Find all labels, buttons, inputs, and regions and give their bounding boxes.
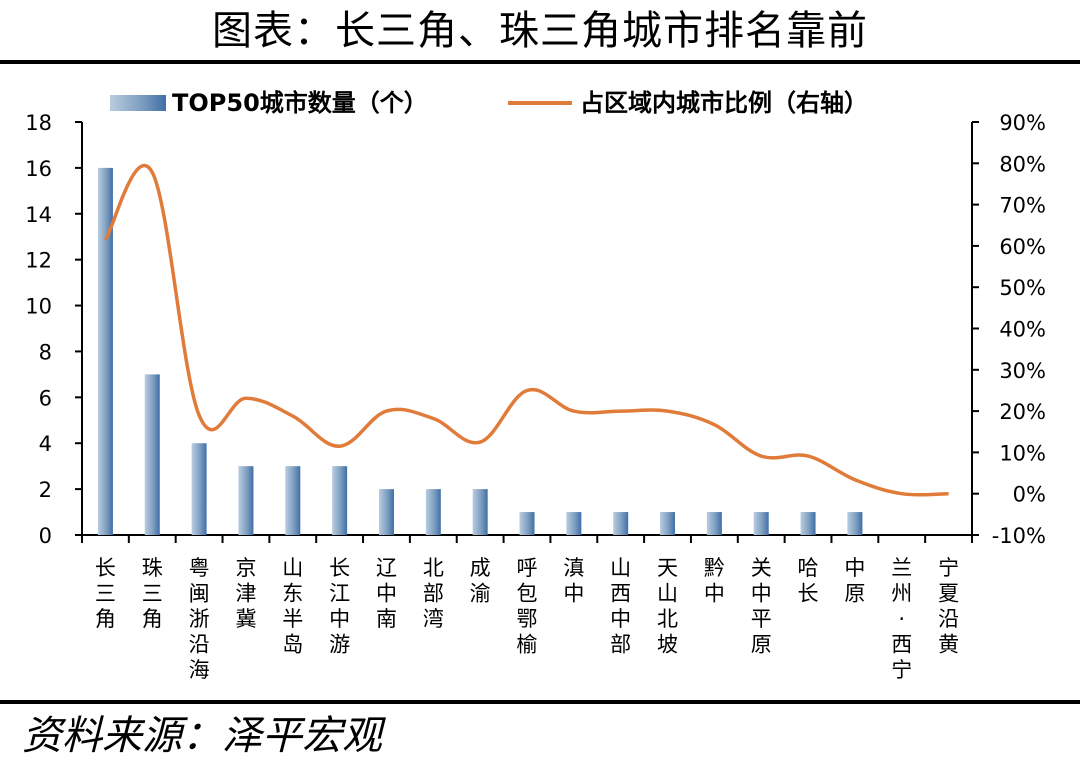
bar-5 (332, 466, 348, 535)
x-tick-label: 粤闽浙沿海 (189, 556, 210, 682)
bar-9 (519, 512, 535, 535)
y-left-tick-label: 0 (39, 524, 52, 548)
legend-bar-label: TOP50城市数量（个） (172, 89, 428, 117)
x-tick-label: 黔中 (704, 556, 725, 606)
bar-8 (472, 489, 488, 535)
y-right-tick-label: 10% (999, 441, 1046, 465)
x-axis-labels: 长三角 珠三角 粤闽浙沿海 京津冀 山东半岛 长江中游 辽中南 北部湾 成渝 呼包鄂榆 滇中 山西中部… (95, 556, 959, 682)
x-tick-label: 滇中 (563, 556, 584, 606)
chart-title: 图表：长三角、珠三角城市排名靠前 (212, 8, 868, 54)
y-left-tick-label: 18 (25, 111, 52, 135)
ratio-line (103, 163, 949, 497)
x-tick-label: 哈长 (798, 556, 819, 606)
source-note: 资料来源：泽平宏观 (22, 713, 382, 759)
y-right-tick-label: 0% (1013, 483, 1046, 507)
bar-0 (97, 167, 113, 535)
y-left-tick-label: 6 (39, 386, 52, 410)
bar-4 (285, 466, 301, 535)
y-right-tick-label: 40% (999, 318, 1046, 342)
bar-16 (847, 512, 863, 535)
bar-10 (566, 512, 582, 535)
y-right-tick-label: 30% (999, 359, 1046, 383)
legend: TOP50城市数量（个） 占区域内城市比例（右轴） (110, 89, 868, 117)
x-tick-label: 关中平原 (751, 556, 772, 657)
y-right-tick-label: 50% (999, 276, 1046, 300)
bar-1 (144, 374, 160, 535)
x-tick-label: 中原 (844, 556, 865, 606)
x-tick-label: 京津冀 (235, 556, 256, 631)
x-tick-label: 山西中部 (610, 556, 631, 657)
combo-chart: TOP50城市数量（个） 占区域内城市比例（右轴） 0 2 4 6 8 10 12 14 16 18… (25, 89, 1046, 682)
bar-12 (660, 512, 676, 535)
y-right-tick-label: -10% (992, 524, 1046, 548)
y-right-tick-label: 20% (999, 400, 1046, 424)
bar-11 (613, 512, 629, 535)
y-left-tick-label: 2 (39, 478, 52, 502)
bar-series (97, 167, 863, 535)
x-tick-label: 呼包鄂榆 (517, 556, 538, 657)
x-tick-label: 长江中游 (329, 556, 350, 657)
y-right-tick-label: 80% (999, 152, 1046, 176)
bar-6 (378, 489, 394, 535)
x-tick-label: 兰州·西宁 (891, 556, 912, 682)
bar-2 (191, 443, 207, 535)
x-tick-label: 珠三角 (142, 556, 163, 631)
legend-bar-swatch (110, 95, 166, 111)
x-tick-label: 宁夏沿黄 (938, 556, 959, 657)
y-right-tick-label: 60% (999, 235, 1046, 259)
x-tick-label: 成渝 (470, 556, 491, 606)
bottom-divider (0, 700, 1080, 704)
y-left-tick-label: 12 (25, 249, 52, 273)
bar-3 (238, 466, 254, 535)
y-left-tick-label: 14 (25, 203, 52, 227)
x-tick-label: 天山北坡 (657, 556, 678, 657)
y-right-tick-label: 90% (999, 111, 1046, 135)
x-tick-label: 山东半岛 (282, 556, 303, 657)
bar-15 (800, 512, 816, 535)
x-tick-label: 北部湾 (423, 556, 444, 631)
y-left-tick-label: 4 (39, 432, 52, 456)
y-right-tick-label: 70% (999, 194, 1046, 218)
line-series (103, 163, 949, 497)
bar-14 (753, 512, 769, 535)
y-left-tick-label: 8 (39, 340, 52, 364)
axes: 0 2 4 6 8 10 12 14 16 18 -10% 0% 10% 20% 30% 40% 50% 60% 7… (25, 111, 1046, 548)
top-divider (0, 60, 1080, 64)
legend-line-label: 占区域内城市比例（右轴） (580, 89, 868, 117)
bar-7 (425, 489, 441, 535)
y-left-tick-label: 16 (25, 157, 52, 181)
y-left-tick-label: 10 (25, 295, 52, 319)
x-tick-label: 辽中南 (376, 556, 397, 631)
x-tick-label: 长三角 (95, 556, 116, 631)
bar-13 (706, 512, 722, 535)
